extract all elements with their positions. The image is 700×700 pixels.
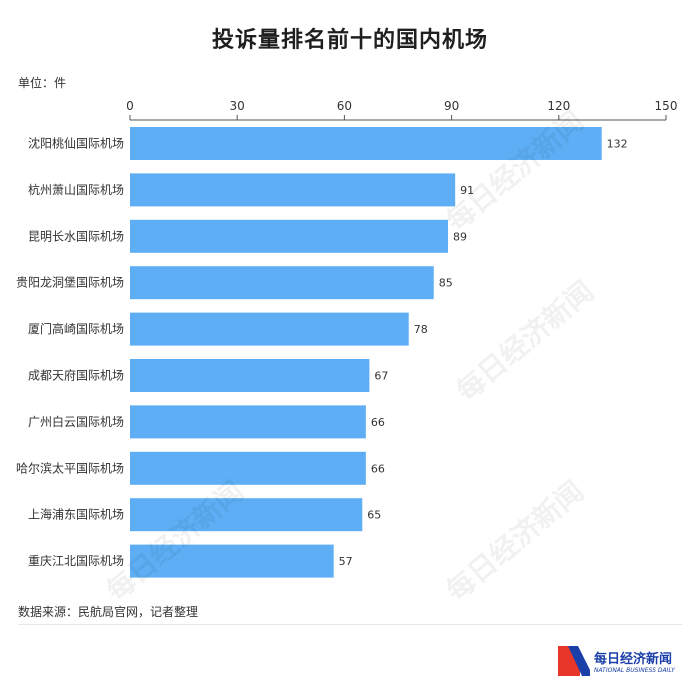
bar — [130, 312, 409, 346]
category-label: 沈阳桃仙国际机场 — [28, 136, 124, 151]
bar — [130, 127, 602, 160]
category-label: 杭州萧山国际机场 — [28, 182, 124, 197]
brand-block: 每日经济新闻 NATIONAL BUSINESS DAILY — [556, 640, 684, 680]
x-tick-label: 90 — [444, 99, 459, 113]
x-tick-label: 120 — [547, 99, 570, 113]
brand-name: 每日经济新闻 — [594, 652, 673, 667]
data-label: 85 — [439, 277, 453, 290]
category-label: 重庆江北国际机场 — [28, 554, 124, 568]
x-tick-label: 30 — [230, 99, 245, 113]
category-label: 上海浦东国际机场 — [28, 507, 124, 522]
bar — [130, 451, 366, 485]
data-label: 66 — [371, 416, 385, 429]
category-label: 贵阳龙洞堡国际机场 — [16, 275, 124, 290]
data-label: 57 — [339, 555, 353, 568]
data-label: 91 — [460, 184, 474, 197]
data-label: 65 — [367, 509, 381, 522]
data-label: 89 — [453, 230, 467, 243]
bar — [130, 544, 334, 578]
bar — [130, 359, 370, 392]
x-tick-label: 150 — [655, 99, 678, 113]
source-note: 数据来源：民航局官网，记者整理 — [18, 605, 199, 619]
data-label: 67 — [374, 370, 388, 383]
data-label: 132 — [607, 138, 628, 151]
unit-label: 单位：件 — [18, 76, 67, 90]
data-label: 78 — [414, 323, 428, 336]
bar — [130, 219, 449, 253]
x-tick-label: 0 — [126, 99, 134, 113]
category-label: 广州白云国际机场 — [28, 414, 124, 429]
x-tick-label: 60 — [337, 99, 352, 113]
brand-tagline: NATIONAL BUSINESS DAILY — [594, 667, 675, 674]
category-label: 成都天府国际机场 — [28, 368, 124, 383]
bar — [130, 498, 363, 532]
nbd-n-logo-icon — [558, 646, 590, 676]
bar — [130, 266, 434, 300]
data-label: 66 — [371, 462, 385, 475]
bar — [130, 173, 456, 207]
category-label: 昆明长水国际机场 — [28, 229, 124, 243]
category-label: 厦门高崎国际机场 — [28, 321, 124, 336]
category-label: 哈尔滨太平国际机场 — [16, 460, 124, 475]
bar — [130, 405, 366, 439]
footer-divider — [18, 624, 682, 625]
chart-title: 投诉量排名前十的国内机场 — [211, 28, 488, 53]
